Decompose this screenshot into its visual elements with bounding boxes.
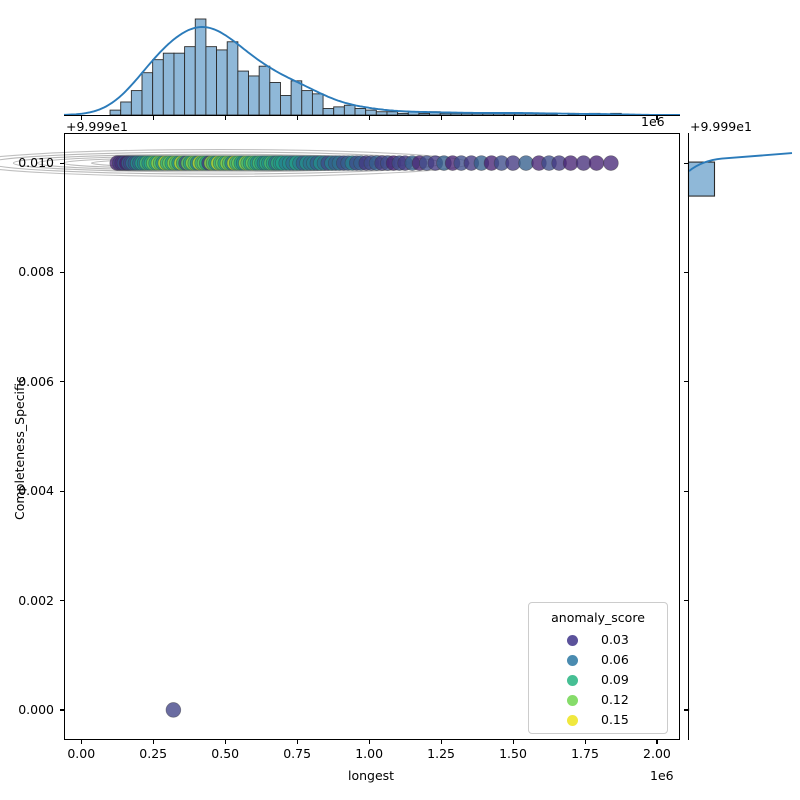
marginal-y-left-spine: [688, 133, 690, 740]
marginal-x-tick: [656, 116, 658, 120]
y-tick: [60, 381, 64, 383]
marginal-x-tick: [368, 116, 370, 120]
x-tick-label: 0.50: [211, 746, 240, 761]
x-tick: [296, 740, 298, 744]
y-tick-label: 0.006: [18, 373, 54, 389]
legend-entry[interactable]: 0.06: [529, 650, 667, 670]
joint-scatter-layer: [0, 149, 619, 718]
joint-axes: [0, 133, 680, 744]
x-axis-offset-text: 1e6: [650, 768, 674, 783]
legend-value: 0.15: [601, 712, 629, 727]
y-axis-label: Completeness_Specific: [12, 376, 27, 520]
legend-swatch-icon: [567, 715, 578, 726]
legend-value: 0.09: [601, 672, 629, 687]
x-axis-label: longest: [348, 768, 395, 783]
y-tick: [60, 162, 64, 164]
marginal-x-tick: [224, 116, 226, 120]
marginal-x-histogram: [64, 18, 680, 116]
legend-swatch-icon: [567, 675, 578, 686]
y-tick-label: 0.004: [18, 483, 54, 499]
x-tick: [368, 740, 370, 744]
y-tick-label: 0.000: [18, 701, 54, 717]
marginal-x-tick: [152, 116, 154, 120]
legend-value: 0.06: [601, 652, 629, 667]
legend-entry[interactable]: 0.03: [529, 630, 667, 650]
marginal-y-offset-text: +9.999e1: [690, 119, 752, 134]
marginal-x-axes: [64, 8, 680, 120]
marginal-x-bottom-spine: [64, 115, 680, 117]
legend-entry[interactable]: 0.12: [529, 690, 667, 710]
x-tick: [152, 740, 154, 744]
x-tick-label: 0.25: [139, 746, 168, 761]
x-tick-label: 1.75: [571, 746, 599, 761]
legend-value: 0.12: [601, 692, 629, 707]
marginal-x-tick: [512, 116, 514, 120]
x-tick: [512, 740, 514, 744]
legend-value: 0.03: [601, 632, 629, 647]
y-tick-label: 0.010: [18, 155, 54, 171]
x-tick: [224, 740, 226, 744]
x-tick: [656, 740, 658, 744]
marginal-y-axes: [684, 133, 793, 740]
marginal-x-tick: [584, 116, 586, 120]
y-tick: [60, 709, 64, 711]
marginal-y-tick: [684, 709, 688, 711]
marginal-y-tick: [684, 271, 688, 274]
x-tick: [584, 740, 586, 744]
x-tick-label: 0.75: [283, 746, 312, 761]
y-tick: [60, 600, 64, 602]
y-tick: [60, 271, 64, 274]
legend-swatch-icon: [567, 655, 578, 666]
legend-entry[interactable]: 0.15: [529, 710, 667, 730]
y-tick-label: 0.008: [18, 264, 54, 280]
joint-axes-frame: [64, 133, 680, 740]
marginal-y-histogram: [687, 152, 793, 711]
marginal-y-tick: [684, 381, 688, 383]
y-tick: [60, 490, 64, 492]
marginal-x-tick: [80, 116, 82, 120]
legend[interactable]: anomaly_score 0.03 0.06 0.09 0.12 0.15: [528, 602, 668, 734]
legend-swatch-icon: [567, 695, 578, 706]
marginal-x-offset-text: 1e6: [641, 114, 665, 129]
legend-title: anomaly_score: [551, 610, 645, 625]
marginal-y-tick: [684, 490, 688, 492]
joint-y-offset-text: +9.999e1: [66, 119, 128, 134]
x-tick-label: 1.00: [355, 746, 384, 761]
x-tick-label: 1.25: [427, 746, 455, 761]
x-tick-label: 0.00: [67, 746, 96, 761]
marginal-y-tick: [684, 162, 688, 164]
marginal-x-tick: [296, 116, 298, 120]
y-tick-label: 0.002: [18, 592, 54, 608]
x-tick: [440, 740, 442, 744]
marginal-y-tick: [684, 600, 688, 602]
legend-swatch-icon: [567, 635, 578, 646]
marginal-x-tick: [440, 116, 442, 120]
x-tick-label: 1.50: [499, 746, 527, 761]
x-tick: [80, 740, 82, 744]
legend-entry[interactable]: 0.09: [529, 670, 667, 690]
x-tick-label: 2.00: [643, 746, 671, 761]
